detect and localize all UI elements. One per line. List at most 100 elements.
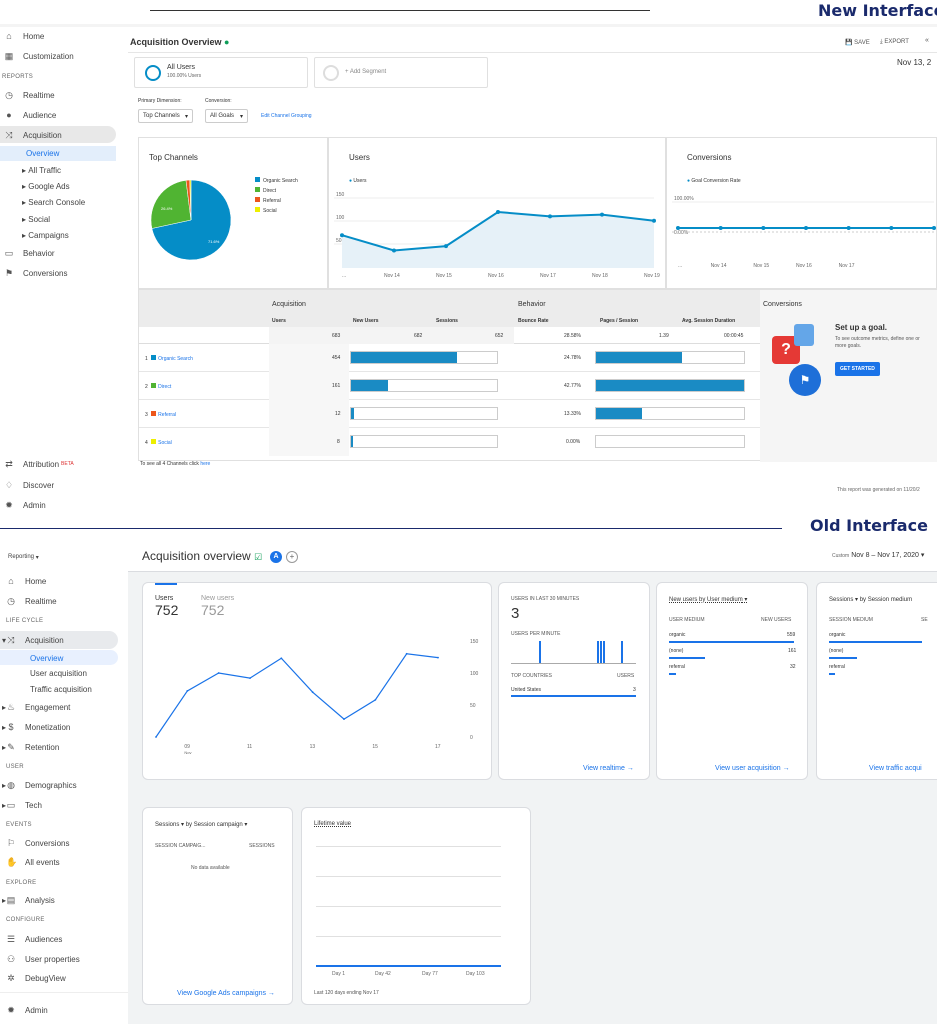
session-card-title[interactable]: Sessions ▾ by Session medium (829, 597, 913, 603)
x-tick-label: 13 (310, 744, 316, 750)
sidebar-item-realtime[interactable]: ◷ Realtime (5, 89, 55, 100)
campaign-card-title[interactable]: Sessions ▾ by Session campaign ▾ (155, 822, 248, 828)
campaign-col2: SESSIONS (249, 843, 275, 849)
sidebar-item-debugview[interactable]: ✲ DebugView (7, 972, 66, 983)
x-tick-label: Nov 19 (644, 273, 660, 279)
session-medium-card: Sessions ▾ by Session medium SESSION MED… (816, 582, 937, 780)
x-tick-label: Nov 17 (839, 263, 855, 269)
data-point (804, 226, 808, 230)
row-channel[interactable]: 1 Organic Search (145, 355, 193, 362)
add-comparison-icon[interactable]: + (286, 551, 298, 563)
sidebar-item-admin[interactable]: ✹ Admin (7, 1004, 48, 1015)
data-point (846, 226, 851, 230)
table-row[interactable]: 1 Organic Search 454 24.78% (139, 344, 760, 372)
sidebar-item-user-acquisition[interactable]: User acquisition (30, 668, 87, 678)
data-point (932, 226, 936, 230)
sidebar-item-tech[interactable]: ▸ ▭ Tech (2, 799, 42, 810)
x-tick-label: 15 (372, 744, 378, 750)
verified-icon: ● (224, 37, 230, 47)
sidebar-item-overview[interactable]: Overview (30, 653, 64, 663)
add-segment-label: + Add Segment (345, 69, 387, 75)
sidebar-item-customization[interactable]: ▦ Customization (4, 50, 74, 61)
country-name: United States (511, 687, 542, 693)
view-traffic-acquisition-link[interactable]: View traffic acqui (869, 765, 922, 772)
medium-col1: USER MEDIUM (669, 617, 705, 623)
users-line-chart: 150 100 50... Nov 14 Nov 15 Nov 16 Nov 17 Nov 1… (334, 192, 660, 279)
behavior-icon: ▭ (4, 247, 14, 258)
beh-header-bg (514, 290, 760, 327)
view-user-acquisition-link[interactable]: View user acquisition → (715, 765, 790, 772)
sidebar-item-overview[interactable]: Overview (26, 148, 60, 158)
behavior-header: Behavior (518, 301, 546, 308)
date-range[interactable]: Custom Nov 8 – Nov 17, 2020 ▾ (832, 552, 925, 559)
table-row[interactable]: 4 Social 8 0.00% (139, 428, 760, 456)
add-segment-button[interactable]: + Add Segment (314, 57, 488, 88)
sidebar-item-acquisition[interactable]: ▾ ⤨ Acquisition (2, 634, 64, 645)
row-channel[interactable]: 4 Social (145, 439, 172, 446)
bar-fill (351, 380, 388, 391)
medium-card-title[interactable]: New users by User medium ▾ (669, 597, 748, 603)
row-swatch (151, 383, 157, 388)
sidebar-item-all-events[interactable]: ✋ All events (6, 856, 60, 867)
sidebar-item-all-traffic[interactable]: ▸ All Traffic (22, 165, 61, 175)
sidebar-item-social[interactable]: ▸ Social (22, 214, 51, 224)
users-metric[interactable]: Users 752 (155, 595, 178, 618)
sidebar-item-conversions[interactable]: ⚑ Conversions (4, 267, 68, 278)
sidebar-item-campaigns[interactable]: ▸ Campaigns (22, 230, 69, 240)
sidebar-item-admin[interactable]: ✹ Admin (5, 499, 46, 510)
primary-dimension-select[interactable]: Top Channels ▾ (138, 109, 193, 123)
totals-bg (269, 327, 514, 344)
avatar[interactable]: A (270, 551, 282, 563)
col-new-users[interactable]: New Users (353, 318, 379, 324)
reporting-dropdown[interactable]: Reporting ▾ (8, 554, 39, 561)
sidebar-item-realtime[interactable]: ◷ Realtime (7, 595, 57, 606)
sidebar-item-analysis[interactable]: ▸ ▤ Analysis (2, 894, 55, 905)
col-sessions[interactable]: Sessions (436, 318, 458, 324)
chevron-down-icon: ▾ (239, 113, 243, 120)
sidebar-item-home[interactable]: ⌂ Home (6, 573, 46, 589)
sidebar-item-home[interactable]: ⌂ Home (4, 28, 44, 44)
more-icon[interactable]: « (925, 37, 929, 44)
sidebar-item-audiences[interactable]: ☰ Audiences (6, 933, 63, 944)
segment-all-users[interactable]: All Users 100.00% Users (134, 57, 308, 88)
col-avg-duration[interactable]: Avg. Session Duration (682, 318, 736, 324)
sidebar-item-audience[interactable]: ● Audience (4, 107, 56, 123)
sidebar-item-traffic-acquisition[interactable]: Traffic acquisition (30, 684, 92, 694)
row-channel[interactable]: 2 Direct (145, 383, 172, 390)
see-all-link[interactable]: here (200, 461, 211, 467)
lifetime-title[interactable]: Lifetime value (314, 821, 352, 827)
sidebar-item-demographics[interactable]: ▸ ◍ Demographics (2, 779, 77, 790)
edit-channel-grouping-link[interactable]: Edit Channel Grouping (261, 113, 312, 119)
sidebar-item-acquisition[interactable]: ⤨ Acquisition (5, 129, 62, 140)
y-tick-label: 100 (470, 671, 479, 677)
col-bounce-rate[interactable]: Bounce Rate (518, 318, 549, 324)
sidebar-item-discover[interactable]: ♢ Discover (4, 479, 55, 490)
legend-dot: ● (349, 178, 353, 184)
export-button[interactable]: ⤓ EXPORT (880, 39, 909, 45)
get-started-button[interactable]: GET STARTED (835, 362, 880, 376)
sidebar-item-engagement[interactable]: ▸ ♨ Engagement (2, 701, 71, 712)
col-pages-session[interactable]: Pages / Session (600, 318, 639, 324)
sidebar-item-google-ads[interactable]: ▸ Google Ads (22, 181, 70, 191)
sidebar-item-conversions[interactable]: ⚐ Conversions (6, 837, 70, 848)
sidebar-item-monetization[interactable]: ▸ $ Monetization (2, 722, 71, 732)
sidebar-item-search-console[interactable]: ▸ Search Console (22, 197, 86, 207)
sidebar-item-behavior[interactable]: ▭ Behavior (4, 247, 55, 258)
x-tick-label: Nov 16 (488, 273, 504, 279)
col-users[interactable]: Users (272, 318, 286, 324)
row-channel[interactable]: 3 Referral (145, 411, 176, 418)
save-button[interactable]: 💾 SAVE (845, 40, 870, 46)
y-tick-label: 100 (336, 215, 345, 221)
x-tick-label: Nov 14 (384, 273, 400, 279)
table-row[interactable]: 3 Referral 12 13.33% (139, 400, 760, 428)
conversion-select[interactable]: All Goals ▾ (205, 109, 248, 123)
sidebar-item-attribution[interactable]: ⇄ Attribution BETA (5, 458, 74, 469)
table-row[interactable]: 2 Direct 161 42.77% (139, 372, 760, 400)
view-realtime-link[interactable]: View realtime → (583, 765, 634, 772)
active-tab-indicator (155, 583, 177, 585)
new-users-metric[interactable]: New users 752 (201, 595, 234, 618)
sidebar-item-user-properties[interactable]: ⚇ User properties (6, 953, 80, 964)
date-range[interactable]: Nov 13, 2 (897, 58, 932, 67)
view-google-ads-link[interactable]: View Google Ads campaigns → (177, 990, 275, 997)
sidebar-item-retention[interactable]: ▸ ✎ Retention (2, 741, 60, 752)
